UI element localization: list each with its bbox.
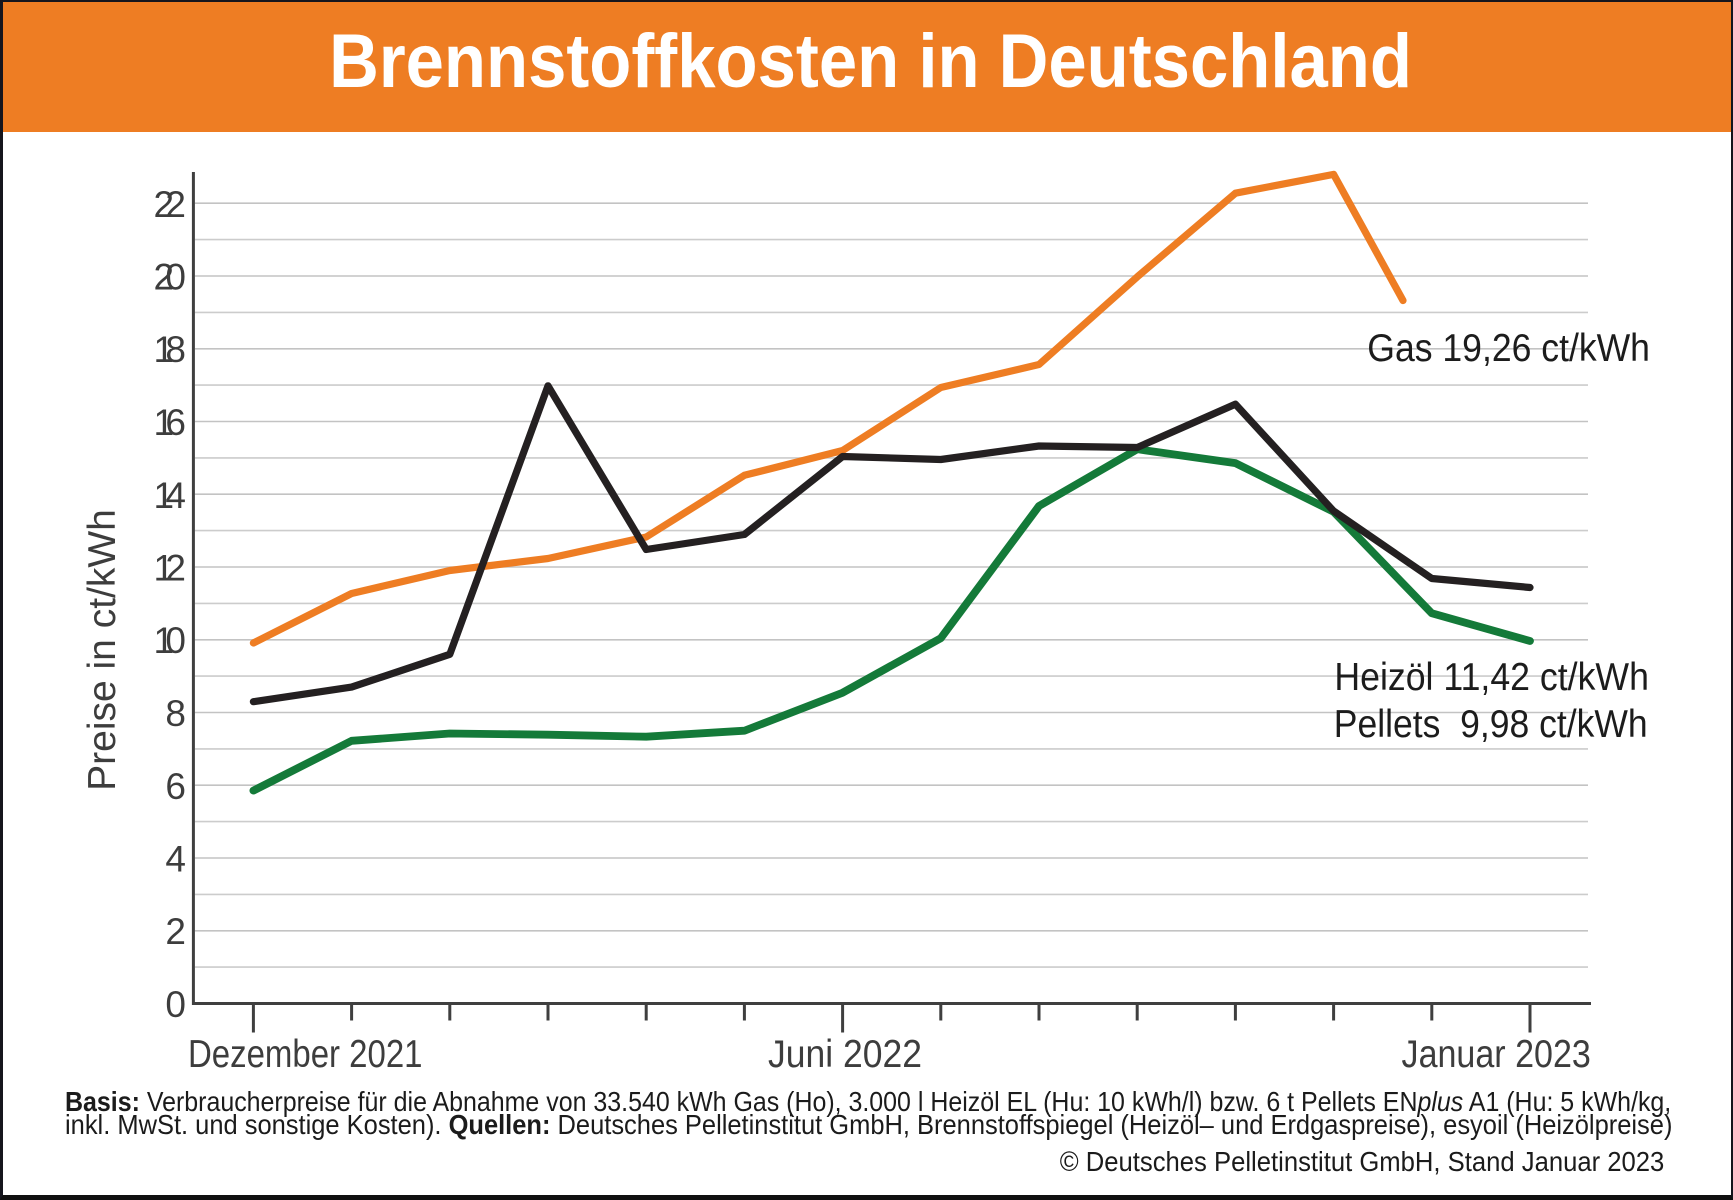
svg-text:0: 0 [165, 984, 186, 1025]
svg-text:12: 12 [154, 548, 187, 589]
svg-text:18: 18 [154, 329, 187, 370]
svg-text:10: 10 [154, 620, 187, 661]
svg-text:22: 22 [154, 184, 187, 225]
svg-text:8: 8 [165, 693, 186, 734]
svg-text:14: 14 [154, 475, 187, 516]
svg-text:16: 16 [154, 402, 187, 443]
svg-text:4: 4 [165, 839, 186, 880]
svg-text:6: 6 [165, 766, 186, 807]
svg-text:2: 2 [165, 911, 186, 952]
svg-text:20: 20 [154, 257, 187, 298]
